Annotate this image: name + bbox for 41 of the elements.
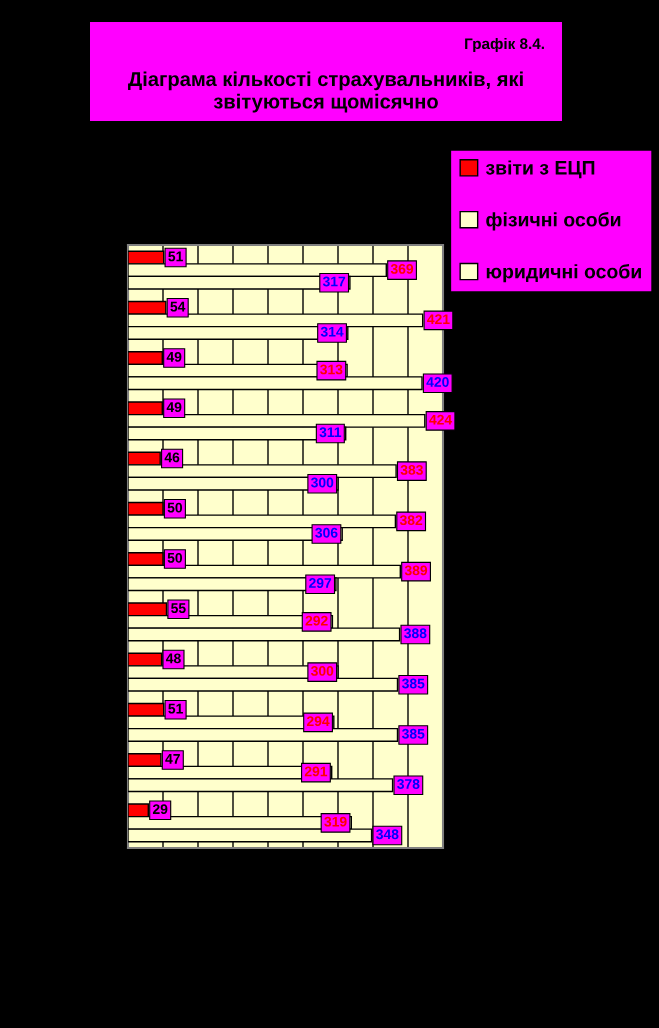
data-label: 378 xyxy=(397,779,420,789)
data-label: 294 xyxy=(306,716,330,727)
data-label: 292 xyxy=(305,615,328,626)
data-label: 51 xyxy=(168,251,183,262)
data-label: 388 xyxy=(404,628,427,639)
data-label: 424 xyxy=(429,414,453,425)
data-label: 49 xyxy=(166,402,182,413)
data-label: 385 xyxy=(401,678,425,689)
data-label: 314 xyxy=(320,326,344,337)
legend-label: юридичні особи xyxy=(486,263,641,283)
data-label: 421 xyxy=(427,314,450,324)
data-label: 300 xyxy=(310,477,334,488)
data-label: 348 xyxy=(376,829,399,840)
legend-label: звіти з ЕЦП xyxy=(485,160,595,179)
data-label: 29 xyxy=(152,804,168,815)
data-label: 306 xyxy=(315,527,338,538)
data-label: 311 xyxy=(319,427,342,438)
data-label: 319 xyxy=(324,816,347,827)
data-label: 369 xyxy=(390,264,414,274)
data-label: 317 xyxy=(322,276,346,287)
data-label: 47 xyxy=(165,754,180,764)
data-label: 46 xyxy=(164,452,180,463)
data-label: 291 xyxy=(304,766,328,777)
data-label: 54 xyxy=(170,301,186,312)
data-label: 297 xyxy=(309,578,332,588)
legend-label: фізичні особи xyxy=(486,212,621,231)
data-label: 48 xyxy=(165,653,181,664)
data-label: 420 xyxy=(426,377,449,387)
data-label: 50 xyxy=(167,502,183,513)
data-label: 49 xyxy=(166,351,182,362)
data-label: 300 xyxy=(310,666,334,676)
data-label: 51 xyxy=(168,703,183,714)
data-label: 382 xyxy=(399,515,423,526)
data-label: 55 xyxy=(171,603,186,614)
data-label: 389 xyxy=(404,565,428,576)
data-label: 383 xyxy=(400,465,423,475)
text: Графік 8.4. xyxy=(465,37,544,53)
data-label: 385 xyxy=(401,728,425,739)
data-label: 313 xyxy=(320,364,343,375)
data-label: 50 xyxy=(167,552,183,563)
chart-title: Діаграма кількості страхувальників, які звітуються щомісячно xyxy=(128,71,523,113)
